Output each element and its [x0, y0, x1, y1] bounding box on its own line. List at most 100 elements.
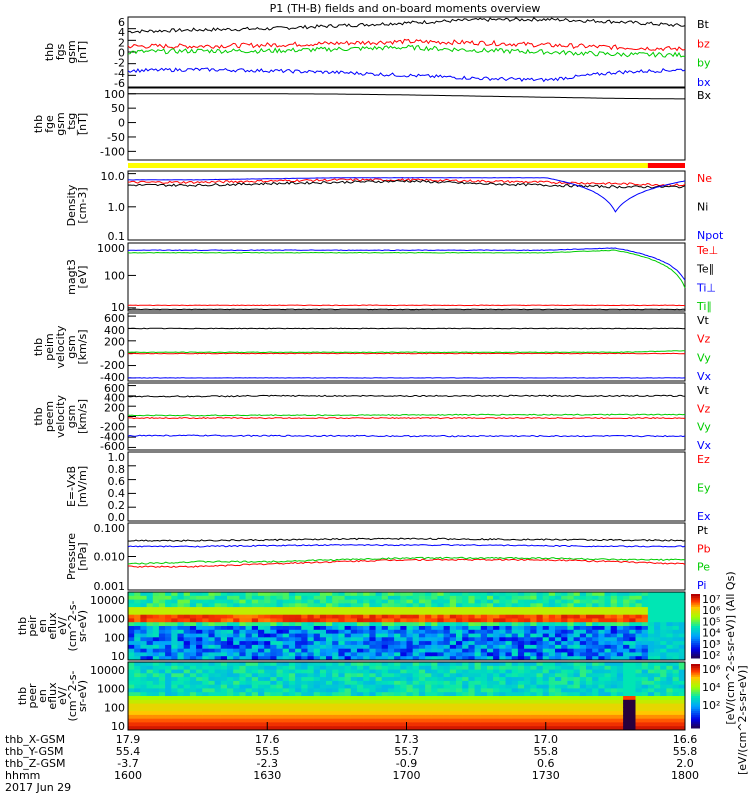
spectrogram-cell	[189, 652, 197, 657]
spectrogram-cell	[561, 644, 568, 650]
spectrogram-cell	[604, 696, 612, 701]
spectrogram-cell	[604, 626, 612, 631]
spectrogram-cell	[313, 726, 321, 731]
spectrogram-cell	[307, 707, 315, 712]
spectrogram-cell	[245, 699, 253, 705]
spectrogram-cell	[555, 688, 562, 693]
spectrogram-cell	[418, 637, 426, 642]
spectrogram-cell	[338, 637, 346, 642]
spectrogram-cell	[635, 652, 643, 657]
spectrogram-cell	[134, 722, 141, 727]
spectrogram-cell	[437, 662, 445, 667]
spectrogram-cell	[381, 688, 389, 693]
spectrogram-cell	[350, 665, 358, 671]
spectrogram-cell	[369, 618, 377, 623]
spectrogram-cell	[678, 662, 686, 667]
spectrogram-cell	[511, 641, 519, 646]
spectrogram-cell	[548, 595, 556, 601]
spectrogram-cell	[654, 656, 661, 661]
spectrogram-cell	[418, 622, 426, 627]
spectrogram-cell	[338, 722, 346, 727]
spectrogram-cell	[629, 688, 636, 693]
spectrogram-cell	[196, 707, 203, 712]
spectrogram-cell	[418, 699, 426, 705]
spectrogram-cell	[412, 652, 420, 657]
y-axis-label: thbfgsgsm[nT]	[43, 40, 89, 63]
spectrogram-cell	[678, 696, 686, 701]
spectrogram-cell	[227, 633, 234, 638]
spectrogram-cell	[678, 677, 686, 682]
spectrogram-cell	[276, 703, 284, 708]
spectrogram-cell	[598, 699, 606, 705]
spectrogram-cell	[288, 618, 296, 623]
spectrogram-cell	[641, 629, 649, 635]
spectrogram-cell	[258, 652, 265, 657]
colorbar-segment	[691, 721, 700, 725]
spectrogram-cell	[412, 673, 420, 678]
spectrogram-cell	[319, 648, 327, 653]
spectrogram-cell	[338, 684, 346, 689]
spectrogram-cell	[313, 677, 321, 682]
spectrogram-cell	[425, 718, 432, 723]
spectrogram-cell	[258, 592, 265, 597]
spectrogram-cell	[375, 648, 383, 653]
spectrogram-cell	[610, 607, 618, 612]
spectrogram-cell	[443, 688, 451, 693]
y-tick-label: -400	[100, 430, 125, 443]
spectrogram-cell	[214, 622, 222, 627]
spectrogram-cell	[214, 648, 222, 653]
spectrogram-cell	[456, 726, 463, 731]
spectrogram-cell	[196, 714, 203, 720]
panel-peim: 6004002000-200-400thbpeimvelocitygsm[km/…	[32, 312, 712, 384]
y-tick-label: 4	[118, 26, 125, 39]
spectrogram-cell	[524, 603, 531, 608]
spectrogram-cell	[474, 662, 482, 667]
spectrogram-cell	[202, 684, 209, 689]
spectrogram-cell	[202, 595, 209, 601]
spectrogram-cell	[542, 614, 550, 619]
spectrogram-cell	[654, 607, 661, 612]
spectrogram-cell	[177, 688, 185, 693]
spectrogram-cell	[586, 699, 593, 705]
spectrogram-cell	[220, 633, 228, 638]
spectrogram-cell	[660, 684, 667, 689]
spectrogram-cell	[165, 610, 172, 616]
spectrogram-cell	[183, 629, 191, 635]
spectrogram-cell	[412, 669, 420, 674]
spectrogram-cell	[443, 696, 451, 701]
spectrogram-cell	[474, 603, 482, 608]
spectrogram-cell	[363, 680, 370, 686]
spectrogram-cell	[524, 592, 531, 597]
spectrogram-cell	[598, 680, 606, 686]
spectrogram-cell	[431, 726, 438, 731]
spectrogram-cell	[301, 673, 308, 678]
spectrogram-cell	[245, 673, 253, 678]
spectrogram-cell	[511, 637, 519, 642]
x-tick-label: 55.8	[534, 745, 559, 758]
spectrogram-cell	[400, 644, 407, 650]
spectrogram-cell	[152, 718, 160, 723]
colorbar-segment	[691, 704, 700, 708]
spectrogram-cell	[474, 703, 482, 708]
spectrogram-cell	[357, 696, 364, 701]
spectrogram-cell	[641, 677, 649, 682]
spectrogram-cell	[140, 603, 148, 608]
spectrogram-cell	[381, 622, 389, 627]
spectrogram-cell	[350, 656, 358, 661]
spectrogram-cell	[189, 688, 197, 693]
spectrogram-cell	[276, 622, 284, 627]
spectrogram-cell	[381, 629, 389, 635]
spectrogram-cell	[165, 656, 172, 661]
colorbar-segment	[691, 653, 700, 657]
spectrogram-cell	[146, 714, 154, 720]
spectrogram-cell	[394, 622, 401, 627]
spectrogram-cell	[214, 692, 222, 697]
spectrogram-cell	[344, 677, 352, 682]
spectrogram-cell	[196, 656, 203, 661]
spectrogram-cell	[592, 726, 599, 731]
spectrogram-cell	[425, 662, 432, 667]
spectrogram-cell	[493, 688, 500, 693]
spectrogram-cell	[406, 703, 414, 708]
spectrogram-cell	[344, 696, 352, 701]
spectrogram-cell	[363, 699, 370, 705]
